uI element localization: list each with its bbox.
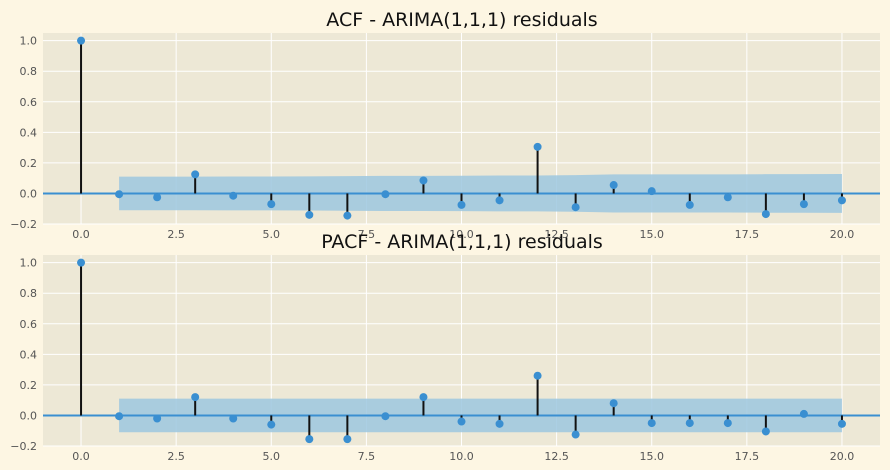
pacf-y-tick-label: 0.2	[20, 379, 38, 392]
acf-panel: 0.0 2.5 5.0 7.5 10.0 12.5 15.0 17.5 20.0 −0.2 0.0 0…	[10, 9, 880, 241]
acf-marker	[723, 193, 732, 202]
pacf-marker	[837, 419, 846, 428]
acf-y-tick-label: −0.2	[10, 218, 37, 231]
acf-marker	[685, 200, 694, 209]
pacf-marker	[533, 371, 542, 380]
pacf-x-tick-label: 17.5	[735, 450, 760, 463]
acf-y-tick-label: 1.0	[20, 35, 38, 48]
acf-x-tick-label: 2.5	[167, 228, 185, 241]
pacf-x-tick-label: 10.0	[449, 450, 474, 463]
pacf-marker	[153, 414, 162, 423]
pacf-marker	[191, 393, 200, 402]
acf-marker	[229, 191, 238, 200]
acf-x-tick-label: 7.5	[358, 228, 376, 241]
pacf-x-tick-label: 0.0	[72, 450, 90, 463]
acf-marker	[77, 36, 86, 45]
acf-marker	[609, 181, 618, 190]
acf-x-tick-label: 5.0	[263, 228, 281, 241]
pacf-marker	[799, 409, 808, 418]
pacf-marker	[761, 427, 770, 436]
acf-marker	[419, 176, 428, 185]
acf-y-tick-label: 0.8	[20, 65, 38, 78]
pacf-y-tick-label: 0.4	[20, 348, 38, 361]
acf-marker	[761, 210, 770, 219]
pacf-y-tick-label: 0.8	[20, 287, 38, 300]
acf-marker	[343, 211, 352, 220]
acf-x-tick-label: 10.0	[449, 228, 474, 241]
acf-marker	[153, 193, 162, 202]
acf-marker	[495, 196, 504, 205]
acf-marker	[381, 190, 390, 199]
acf-marker	[457, 200, 466, 209]
pacf-marker	[381, 412, 390, 421]
pacf-x-tick-label: 7.5	[358, 450, 376, 463]
pacf-x-tick-label: 15.0	[639, 450, 664, 463]
pacf-y-tick-label: 0.6	[20, 318, 38, 331]
pacf-marker	[229, 414, 238, 423]
pacf-marker	[77, 258, 86, 267]
acf-y-tick-label: 0.4	[20, 126, 38, 139]
acf-x-tick-label: 17.5	[735, 228, 760, 241]
pacf-x-tick-label: 12.5	[544, 450, 569, 463]
acf-marker	[837, 196, 846, 205]
acf-marker	[647, 187, 656, 196]
pacf-x-tick-label: 5.0	[263, 450, 281, 463]
acf-y-tick-label: 0.0	[20, 187, 38, 200]
acf-marker	[305, 210, 314, 219]
pacf-marker	[419, 393, 428, 402]
acf-marker	[115, 190, 124, 199]
pacf-marker	[343, 435, 352, 444]
pacf-marker	[647, 419, 656, 428]
acf-x-tick-label: 15.0	[639, 228, 664, 241]
acf-marker	[267, 200, 276, 209]
pacf-marker	[571, 430, 580, 439]
acf-x-tick-label: 20.0	[830, 228, 855, 241]
acf-x-tick-label: 0.0	[72, 228, 90, 241]
acf-marker	[571, 203, 580, 212]
pacf-marker	[495, 419, 504, 428]
pacf-x-tick-label: 20.0	[830, 450, 855, 463]
acf-y-tick-label: 0.6	[20, 96, 38, 109]
pacf-panel: 0.0 2.5 5.0 7.5 10.0 12.5 15.0 17.5 20.0 −0.2 0.0 0…	[10, 231, 880, 463]
acf-marker	[191, 170, 200, 179]
acf-y-tick-label: 0.2	[20, 157, 38, 170]
pacf-marker	[115, 412, 124, 421]
pacf-y-tick-label: 1.0	[20, 257, 38, 270]
pacf-title: PACF - ARIMA(1,1,1) residuals	[321, 231, 603, 253]
pacf-y-tick-label: 0.0	[20, 409, 38, 422]
pacf-y-tick-label: −0.2	[10, 440, 37, 453]
acf-marker	[533, 142, 542, 151]
pacf-marker	[723, 419, 732, 428]
pacf-marker	[457, 417, 466, 426]
pacf-x-tick-label: 2.5	[167, 450, 185, 463]
acf-marker	[799, 200, 808, 209]
acf-x-tick-label: 12.5	[544, 228, 569, 241]
pacf-marker	[609, 399, 618, 408]
pacf-marker	[267, 420, 276, 429]
pacf-marker	[305, 435, 314, 444]
acf-title: ACF - ARIMA(1,1,1) residuals	[326, 9, 597, 31]
pacf-marker	[685, 419, 694, 428]
